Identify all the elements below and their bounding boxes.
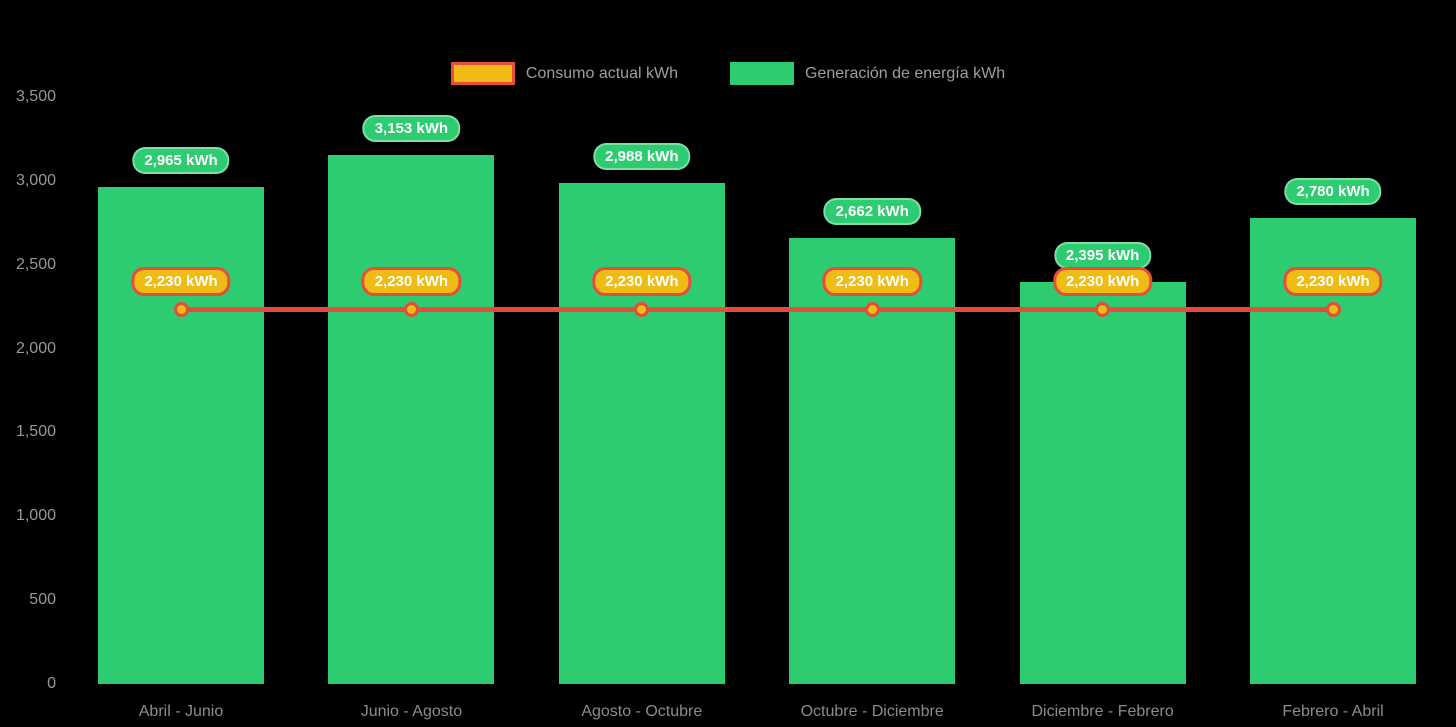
consumption-value-pill: 2,230 kWh	[1052, 266, 1153, 296]
consumption-value-pill: 2,230 kWh	[592, 266, 692, 296]
line-marker-dot[interactable]	[403, 302, 419, 318]
legend-label-consumption: Consumo actual kWh	[525, 64, 678, 82]
generation-value-pill: 2,395 kWh	[1053, 242, 1152, 270]
consumption-value-pill: 2,230 kWh	[1283, 266, 1383, 296]
generation-bar[interactable]	[558, 182, 725, 684]
generation-bar[interactable]	[1019, 282, 1186, 684]
generation-value-pill: 2,662 kWh	[823, 197, 921, 225]
consumption-value-pill: 2,230 kWh	[822, 266, 922, 296]
legend-item-consumo-actual[interactable]: Consumo actual kWh	[450, 62, 678, 85]
line-marker-dot[interactable]	[634, 302, 650, 318]
line-marker-dot[interactable]	[864, 302, 880, 318]
x-axis-label: Febrero - Abril	[1282, 703, 1384, 720]
consumption-value-pill: 2,230 kWh	[131, 266, 231, 296]
generation-value-pill: 2,988 kWh	[593, 142, 691, 170]
legend-label-generation: Generación de energía kWh	[804, 64, 1006, 82]
y-axis-label: 2,500	[15, 255, 56, 273]
consumption-value-pill: 2,230 kWh	[361, 266, 462, 296]
generation-value-pill: 3,153 kWh	[362, 115, 461, 143]
y-axis-label: 500	[29, 591, 56, 609]
generation-bar[interactable]	[328, 155, 495, 684]
generation-bar[interactable]	[98, 186, 264, 684]
x-axis-label: Diciembre - Febrero	[1031, 703, 1174, 720]
legend: Consumo actual kWh Generación de energía…	[0, 62, 1456, 85]
x-axis-label: Octubre - Diciembre	[800, 703, 944, 720]
legend-swatch-generation-icon	[729, 62, 794, 85]
x-axis-label: Agosto - Octubre	[581, 703, 703, 720]
y-axis-label: 3,000	[15, 171, 56, 189]
x-axis-label: Abril - Junio	[138, 703, 224, 720]
legend-item-generacion-energia[interactable]: Generación de energía kWh	[729, 62, 1006, 85]
line-marker-dot[interactable]	[1095, 302, 1111, 318]
generation-value-pill: 2,780 kWh	[1284, 177, 1382, 205]
y-axis-label: 3,500	[15, 88, 56, 105]
legend-swatch-consumption-icon	[450, 62, 515, 85]
generation-value-pill: 2,965 kWh	[132, 146, 230, 174]
x-axis-label: Junio - Agosto	[360, 703, 463, 720]
y-axis-label: 2,000	[15, 339, 56, 357]
y-axis-label: 0	[47, 675, 56, 692]
line-marker-dot[interactable]	[173, 302, 189, 318]
y-axis-label: 1,500	[15, 423, 56, 441]
consumption-line[interactable]	[181, 307, 1333, 313]
y-axis-label: 1,000	[15, 507, 56, 525]
line-marker-dot[interactable]	[1325, 302, 1341, 318]
